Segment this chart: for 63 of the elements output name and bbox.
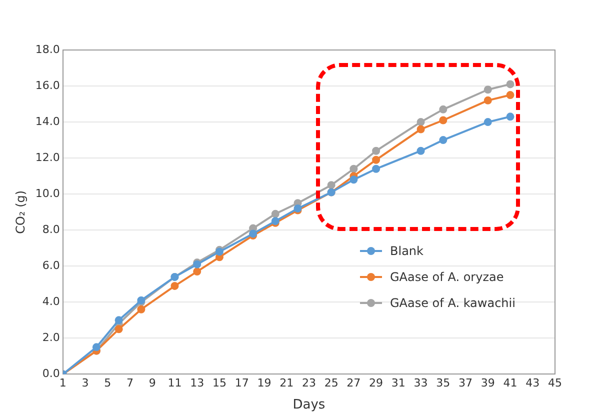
y-tick-label: 12.0 [35,150,60,164]
y-tick-label: 14.0 [35,114,60,128]
x-tick-label: 35 [436,376,450,390]
point [350,176,358,184]
y-tick-label: 0.0 [42,367,60,380]
x-tick-label: 13 [190,376,204,390]
point [92,343,100,352]
point [137,305,146,314]
point [170,282,179,290]
x-tick-label: 27 [346,376,361,390]
x-tick-label: 23 [302,376,316,390]
point [114,325,123,334]
point [372,164,380,173]
x-tick-label: 15 [212,376,226,390]
y-axis-title: CO₂ (g) [13,190,28,234]
point [439,116,448,124]
x-tick-label: 45 [548,376,562,390]
point [484,96,492,104]
point [416,146,425,155]
y-tick-label: 18.0 [35,42,60,56]
x-tick-label: 5 [104,376,112,390]
point [484,86,492,94]
point [506,80,514,88]
legend-label: Blank [390,244,424,258]
point [506,112,514,121]
point [416,125,425,134]
point [271,210,280,218]
x-tick-label: 9 [148,376,156,390]
x-tick-label: 33 [414,376,428,390]
x-tick-label: 43 [526,376,540,390]
x-tick-label: 25 [324,376,338,390]
point [372,156,380,164]
legend-label: GAase of A. oryzae [390,270,504,284]
x-tick-label: 19 [257,376,272,390]
y-tick-label: 2.0 [42,331,60,344]
x-tick-label: 31 [391,376,406,390]
point [439,136,448,144]
y-tick-label: 16.0 [35,78,60,92]
point [484,118,492,126]
x-tick-label: 39 [480,376,495,390]
y-tick-label: 10.0 [35,186,60,200]
y-tick-label: 6.0 [42,258,60,272]
x-tick-label: 1 [59,376,66,390]
x-tick-label: 29 [369,376,384,390]
x-tick-label: 21 [280,376,294,390]
y-tick-label: 8.0 [42,222,60,236]
point [372,146,380,155]
x-tick-label: 37 [458,376,473,390]
point [350,164,358,173]
point [416,118,425,126]
x-tick-label: 11 [168,376,182,390]
legend-label: GAase of A. kawachii [390,296,516,310]
point [193,268,202,276]
point [506,91,514,100]
point [114,316,123,324]
x-axis-title: Days [292,398,326,413]
x-tick-label: 7 [126,376,134,390]
y-tick-label: 4.0 [42,295,60,308]
x-tick-label: 17 [234,376,249,390]
point [327,181,336,190]
x-tick-label: 3 [82,376,89,390]
point [439,105,448,114]
x-tick-label: 41 [503,376,518,390]
